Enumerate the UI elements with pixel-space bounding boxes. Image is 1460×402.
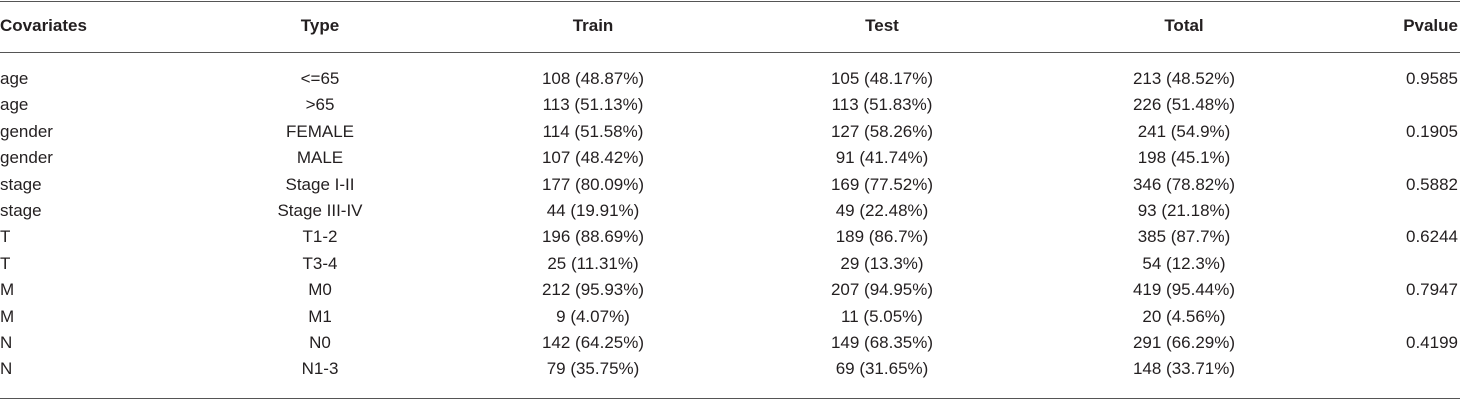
table-row: T T3-4 25 (11.31%) 29 (13.3%) 54 (12.3%) (0, 252, 1460, 276)
cell-train: 44 (19.91%) (546, 201, 640, 220)
cell-total: 198 (45.1%) (1137, 148, 1231, 168)
cell-total: 291 (66.29%) (1132, 333, 1236, 352)
cell-test: 149 (68.35%) (830, 333, 934, 352)
table-row: age <=65 108 (48.87%) 105 (48.17%) 213 (48.5… (0, 67, 1460, 91)
cell-train: 9 (4.07%) (556, 306, 630, 326)
table-row: M M1 9 (4.07%) 11 (5.05%) 20 (4.56%) (0, 305, 1460, 329)
header-row: Covariates Type Train Test Total Pvalue (0, 14, 1460, 38)
cell-pvalue: 0.1905 (1406, 121, 1458, 141)
cell-pvalue: 0.6244 (1406, 227, 1458, 247)
header-rule (0, 52, 1460, 53)
header-total: Total (1164, 16, 1204, 35)
cell-train: 114 (51.58%) (542, 121, 644, 141)
cell-test: 127 (58.26%) (830, 121, 934, 141)
cell-type: >65 (305, 95, 335, 115)
cell-train: 196 (88.69%) (541, 227, 645, 247)
cell-train: 79 (35.75%) (546, 359, 640, 379)
cell-type: FEMALE (285, 121, 355, 141)
cell-test: 29 (13.3%) (840, 253, 924, 273)
cell-covariate: gender (0, 148, 53, 168)
cell-type: T1-2 (302, 227, 338, 247)
table-row: M M0 212 (95.93%) 207 (94.95%) 419 (95.44%) 0… (0, 278, 1460, 302)
cell-train: 142 (64.25%) (541, 333, 645, 352)
cell-total: 213 (48.52%) (1132, 69, 1236, 88)
header-test: Test (865, 16, 899, 35)
cell-total: 148 (33.71%) (1132, 359, 1236, 379)
cell-covariate: stage (0, 174, 42, 194)
cell-covariate: N (0, 333, 13, 352)
header-type: Type (300, 16, 340, 35)
table-row: age >65 113 (51.13%) 113 (51.83%) 226 (51.48… (0, 93, 1460, 117)
cell-total: 93 (21.18%) (1137, 201, 1231, 220)
cell-total: 20 (4.56%) (1142, 306, 1226, 326)
cell-total: 385 (87.7%) (1137, 227, 1231, 247)
cell-test: 169 (77.52%) (830, 174, 934, 194)
cell-total: 419 (95.44%) (1132, 280, 1236, 300)
cell-total: 346 (78.82%) (1132, 174, 1236, 194)
cell-test: 49 (22.48%) (835, 201, 929, 220)
cell-covariate: M (0, 306, 15, 326)
top-rule (0, 1, 1460, 2)
table-row: T T1-2 196 (88.69%) 189 (86.7%) 385 (87.7%) 0… (0, 225, 1460, 249)
cell-covariate: gender (0, 121, 53, 141)
table-row: N N1-3 79 (35.75%) 69 (31.65%) 148 (33.71%) (0, 357, 1460, 381)
cell-train: 108 (48.87%) (541, 69, 645, 88)
cell-covariate: M (0, 280, 15, 300)
cell-covariate: stage (0, 201, 42, 220)
header-pvalue: Pvalue (1403, 16, 1458, 35)
cell-total: 226 (51.48%) (1132, 95, 1236, 115)
cell-type: N0 (309, 333, 331, 352)
cell-type: MALE (296, 148, 344, 168)
cell-pvalue: 0.5882 (1406, 174, 1458, 194)
cell-train: 25 (11.31%) (547, 253, 639, 273)
cell-pvalue: 0.4199 (1406, 333, 1458, 352)
cell-test: 105 (48.17%) (830, 69, 934, 88)
table-row: N N0 142 (64.25%) 149 (68.35%) 291 (66.29%) 0… (0, 331, 1460, 355)
cell-total: 241 (54.9%) (1137, 121, 1231, 141)
cell-covariate: T (0, 253, 11, 273)
cell-test: 207 (94.95%) (830, 280, 934, 300)
cell-type: N1-3 (301, 359, 339, 379)
cell-covariate: age (0, 69, 29, 88)
table-row: stage Stage III-IV 44 (19.91%) 49 (22.48%) 9… (0, 199, 1460, 223)
cell-train: 107 (48.42%) (541, 148, 645, 168)
cell-total: 54 (12.3%) (1142, 253, 1226, 273)
cell-test: 91 (41.74%) (835, 148, 929, 168)
header-covariates: Covariates (0, 16, 87, 35)
table-row: gender MALE 107 (48.42%) 91 (41.74%) 198 (45… (0, 146, 1460, 170)
cell-type: M1 (308, 306, 332, 326)
cell-covariate: N (0, 359, 13, 379)
header-train: Train (572, 16, 614, 35)
cell-type: Stage I-II (285, 174, 355, 194)
cell-test: 69 (31.65%) (835, 359, 929, 379)
bottom-rule (0, 398, 1460, 399)
cell-covariate: age (0, 95, 29, 115)
cell-type: <=65 (300, 69, 340, 88)
cell-test: 113 (51.83%) (831, 95, 933, 115)
cell-covariate: T (0, 227, 11, 247)
table-row: stage Stage I-II 177 (80.09%) 169 (77.52%) 3… (0, 173, 1460, 197)
cell-type: Stage III-IV (277, 201, 363, 220)
cell-test: 11 (5.05%) (841, 306, 923, 326)
cell-pvalue: 0.7947 (1406, 280, 1458, 300)
cell-train: 212 (95.93%) (541, 280, 645, 300)
cell-test: 189 (86.7%) (835, 227, 929, 247)
table-row: gender FEMALE 114 (51.58%) 127 (58.26%) 241 … (0, 120, 1460, 144)
cell-pvalue: 0.9585 (1406, 69, 1458, 88)
cell-type: M0 (308, 280, 332, 300)
cell-train: 113 (51.13%) (542, 95, 644, 115)
cell-train: 177 (80.09%) (541, 174, 645, 194)
cell-type: T3-4 (302, 253, 338, 273)
